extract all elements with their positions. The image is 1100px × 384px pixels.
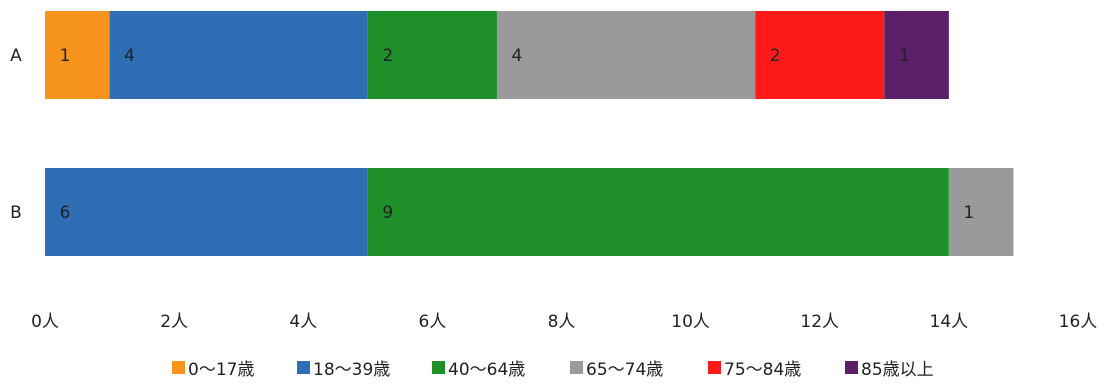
data-label-B-2: 9 [382,203,393,223]
x-tick-label: 4人 [289,312,317,332]
bar-segment-A-1 [109,11,368,99]
data-label-A-3: 4 [512,46,523,66]
x-tick-label: 12人 [800,312,839,332]
legend-label-5: 85歳以上 [861,360,934,380]
legend-label-4: 75～84歳 [724,360,801,380]
x-tick-label: 2人 [160,312,188,332]
legend-label-2: 40～64歳 [448,360,525,380]
data-label-A-4: 2 [770,46,781,66]
legend-label-1: 18～39歳 [313,360,390,380]
bar-segment-B-1 [45,168,368,256]
bar-segment-A-3 [496,11,756,99]
data-label-A-5: 1 [899,46,910,66]
data-label-A-2: 2 [382,46,393,66]
legend-swatch-3 [570,361,583,374]
legend-label-3: 65～74歳 [586,360,663,380]
legend-swatch-0 [172,361,185,374]
data-label-A-0: 1 [60,46,71,66]
x-tick-label: 10人 [671,312,710,332]
x-tick-label: 14人 [930,312,969,332]
data-label-B-3: 1 [963,203,974,223]
category-label-A: A [10,46,22,66]
x-tick-label: 0人 [31,312,59,332]
x-tick-label: 8人 [548,312,576,332]
legend-swatch-1 [297,361,310,374]
x-tick-label: 16人 [1059,312,1098,332]
bar-segment-A-0 [45,11,110,99]
legend-swatch-5 [845,361,858,374]
bar-segment-B-3 [948,168,1014,256]
bar-segment-A-4 [755,11,885,99]
bar-segment-A-5 [884,11,949,99]
bar-segment-A-2 [367,11,497,99]
x-tick-label: 6人 [418,312,446,332]
bar-segment-B-2 [367,168,949,256]
legend-swatch-2 [432,361,445,374]
legend-swatch-4 [708,361,721,374]
data-label-A-1: 4 [124,46,135,66]
category-label-B: B [10,203,22,223]
legend-label-0: 0～17歳 [188,360,254,380]
data-label-B-1: 6 [60,203,71,223]
